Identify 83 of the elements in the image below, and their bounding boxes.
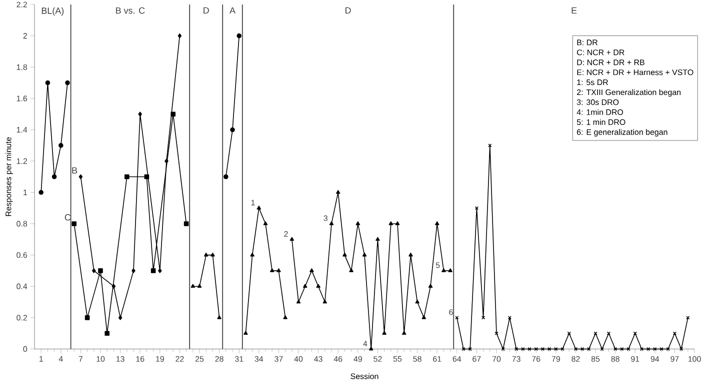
- point: [150, 268, 156, 274]
- point: [217, 315, 222, 320]
- point: [52, 174, 57, 180]
- annotation: E: [572, 7, 577, 14]
- point: [560, 347, 564, 351]
- point: [442, 268, 446, 272]
- point: [256, 206, 262, 210]
- point: [388, 221, 394, 226]
- point: [481, 316, 486, 320]
- annotation: B vs. C: [116, 7, 145, 14]
- point: [78, 174, 83, 180]
- annotation: D: [346, 7, 351, 14]
- point: [290, 236, 294, 241]
- point: [178, 33, 182, 38]
- point: [408, 252, 413, 256]
- point: [395, 221, 400, 226]
- point: [488, 144, 492, 148]
- point: [508, 316, 512, 320]
- point: [528, 347, 532, 351]
- point: [428, 284, 433, 288]
- point: [376, 236, 380, 241]
- point: [236, 33, 242, 38]
- point: [92, 268, 96, 274]
- point: [362, 252, 367, 256]
- point: [184, 221, 189, 226]
- point: [104, 330, 110, 336]
- point: [567, 332, 571, 336]
- point: [204, 252, 208, 256]
- point: [132, 268, 136, 274]
- point: [322, 300, 328, 304]
- point: [197, 284, 202, 288]
- point: [283, 315, 288, 320]
- point: [170, 112, 176, 117]
- point: [672, 332, 677, 336]
- point: [626, 347, 630, 351]
- point: [118, 315, 122, 320]
- point: [402, 330, 406, 335]
- point: [112, 284, 116, 289]
- point: [329, 221, 334, 226]
- point: [633, 332, 637, 336]
- point: [462, 347, 466, 351]
- point: [302, 284, 308, 288]
- point: [342, 252, 347, 256]
- point: [244, 330, 248, 335]
- point: [138, 112, 142, 117]
- series-label: C: [64, 214, 71, 221]
- point: [382, 330, 386, 335]
- point: [660, 347, 664, 351]
- point: [263, 221, 268, 226]
- point: [84, 315, 90, 320]
- annotation: BL(A): [42, 7, 64, 16]
- point: [158, 268, 162, 274]
- point: [349, 268, 354, 272]
- point: [190, 284, 196, 288]
- point: [336, 190, 340, 194]
- point: [434, 221, 440, 226]
- point: [296, 300, 301, 304]
- point: [606, 332, 611, 336]
- point: [72, 221, 76, 226]
- point: [368, 346, 374, 350]
- point: [250, 252, 254, 256]
- point: [310, 268, 314, 272]
- annotation: D: [204, 7, 209, 14]
- point: [316, 284, 320, 288]
- point: [45, 80, 50, 86]
- series-label: B: [72, 167, 78, 174]
- point: [422, 315, 426, 320]
- point: [144, 174, 150, 180]
- point: [58, 143, 64, 148]
- point: [224, 174, 228, 180]
- point: [356, 221, 360, 226]
- point: [98, 268, 103, 274]
- point: [164, 158, 168, 164]
- point: [448, 268, 452, 272]
- point: [270, 268, 274, 272]
- point: [38, 190, 44, 195]
- point: [415, 300, 420, 304]
- point: [210, 252, 215, 256]
- annotation: A: [230, 7, 236, 14]
- point: [276, 268, 281, 272]
- point: [230, 127, 235, 132]
- point: [65, 80, 70, 86]
- point: [124, 174, 130, 180]
